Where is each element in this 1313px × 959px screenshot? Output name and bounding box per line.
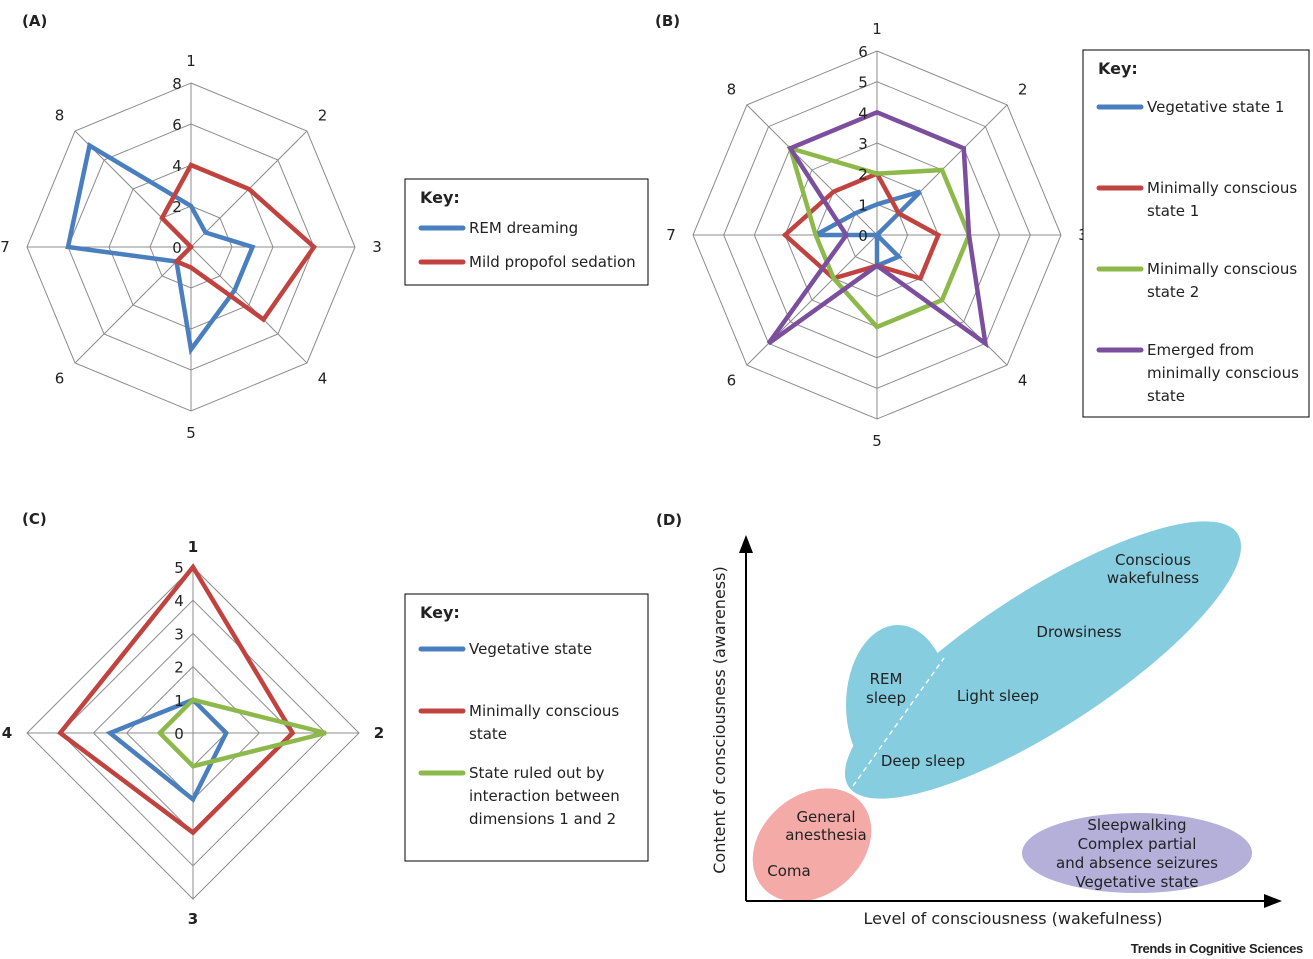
tick-label: 0 bbox=[174, 725, 184, 743]
panel-label: (C) bbox=[22, 510, 47, 528]
panel-d-label: (D) bbox=[656, 511, 682, 529]
axis-label: 3 bbox=[372, 238, 382, 256]
x-axis-arrow bbox=[1264, 894, 1282, 908]
anesthesia-label-line-1: General bbox=[796, 808, 855, 826]
series-polygon bbox=[766, 109, 989, 349]
deep-sleep-label: Deep sleep bbox=[881, 752, 965, 770]
tick-label: 0 bbox=[858, 227, 868, 245]
panel-label: (B) bbox=[655, 12, 680, 30]
series-polygon bbox=[65, 141, 256, 356]
rem-label-line-2: sleep bbox=[866, 689, 906, 707]
axis-label: 6 bbox=[55, 370, 65, 388]
axis-label: 3 bbox=[188, 910, 198, 928]
axis-label: 7 bbox=[666, 226, 676, 244]
axis-label: 5 bbox=[872, 432, 882, 450]
tick-label: 4 bbox=[172, 157, 182, 175]
axis-label: 1 bbox=[872, 20, 882, 38]
legend-box bbox=[404, 178, 649, 286]
legend-entry: Mild propofol sedation bbox=[469, 253, 636, 271]
legend-box bbox=[1082, 49, 1310, 418]
legend-entry: Vegetative state 1 bbox=[1147, 98, 1284, 116]
axis-label: 7 bbox=[0, 238, 10, 256]
legend-title: Key: bbox=[1098, 59, 1138, 78]
axis-label: 8 bbox=[55, 106, 65, 124]
anesthesia-coma-region bbox=[752, 788, 872, 902]
panel-b: (B)012345612345678Key:Vegetative state 1… bbox=[655, 12, 1310, 450]
axis-label: 4 bbox=[1018, 372, 1028, 390]
series-polygon bbox=[159, 162, 317, 323]
legend-box bbox=[404, 593, 649, 862]
series-polygon bbox=[156, 697, 327, 769]
y-axis-arrow bbox=[739, 535, 753, 553]
tick-label: 6 bbox=[172, 116, 182, 134]
series-polygon bbox=[786, 144, 972, 330]
legend-entry: Minimally conscious state 2 bbox=[1147, 260, 1297, 301]
tick-label: 1 bbox=[174, 692, 184, 710]
drowsiness-label: Drowsiness bbox=[1036, 623, 1121, 641]
legend-entry: Vegetative state bbox=[469, 640, 592, 658]
tick-label: 0 bbox=[172, 239, 182, 257]
tick-label: 8 bbox=[172, 75, 182, 93]
tick-label: 6 bbox=[858, 43, 868, 61]
axis-label: 5 bbox=[186, 424, 196, 442]
series-polygon bbox=[105, 697, 229, 803]
coma-label: Coma bbox=[767, 862, 810, 880]
axis-label: 4 bbox=[318, 370, 328, 388]
wakefulness-sleep-region bbox=[844, 521, 1242, 799]
rem-label-line-1: REM bbox=[870, 670, 903, 688]
legend-title: Key: bbox=[420, 603, 460, 622]
axis-label: 1 bbox=[188, 538, 198, 556]
disorders-label-line-2: Complex partial bbox=[1078, 835, 1197, 853]
tick-label: 4 bbox=[858, 104, 868, 122]
legend-entry: Minimally conscious state 1 bbox=[1147, 179, 1297, 220]
axis-label: 1 bbox=[186, 52, 196, 70]
tick-label: 2 bbox=[174, 659, 184, 677]
tick-label: 2 bbox=[172, 198, 182, 216]
grid-spoke bbox=[74, 246, 192, 364]
panel-d: (D) Level of consciousness (wakefulness)… bbox=[656, 511, 1282, 928]
axis-label: 2 bbox=[1018, 80, 1028, 98]
disorders-region bbox=[1022, 813, 1252, 893]
legend-entry: State ruled out by interaction between dim… bbox=[469, 764, 620, 828]
legend-entry: Minimally conscious state bbox=[469, 702, 619, 743]
tick-label: 3 bbox=[858, 135, 868, 153]
legend-title: Key: bbox=[420, 188, 460, 207]
axis-label: 4 bbox=[2, 724, 12, 742]
light-sleep-label: Light sleep bbox=[957, 687, 1039, 705]
axis-label: 2 bbox=[318, 106, 328, 124]
legend-entry: Emerged from minimally conscious state bbox=[1147, 341, 1299, 405]
disorders-label-line-4: Vegetative state bbox=[1075, 873, 1198, 891]
journal-footer: Trends in Cognitive Sciences bbox=[1131, 941, 1303, 956]
tick-label: 5 bbox=[858, 74, 868, 92]
tick-label: 5 bbox=[174, 559, 184, 577]
conscious-label-line-2: wakefulness bbox=[1107, 569, 1199, 587]
series-polygon bbox=[56, 563, 296, 836]
panel-label: (A) bbox=[22, 12, 47, 30]
conscious-label-line-1: Conscious bbox=[1115, 551, 1191, 569]
legend-entry: REM dreaming bbox=[469, 219, 578, 237]
axis-label: 2 bbox=[374, 724, 384, 742]
tick-label: 3 bbox=[174, 625, 184, 643]
anesthesia-label-line-2: anesthesia bbox=[785, 826, 867, 844]
disorders-label-line-1: Sleepwalking bbox=[1087, 816, 1186, 834]
tick-label: 4 bbox=[174, 592, 184, 610]
disorders-label-line-3: and absence seizures bbox=[1056, 854, 1218, 872]
axis-label: 8 bbox=[727, 80, 737, 98]
grid-spoke bbox=[746, 234, 878, 366]
y-axis-label: Content of consciousness (awareness) bbox=[710, 566, 729, 873]
tick-label: 2 bbox=[858, 166, 868, 184]
x-axis-label: Level of consciousness (wakefulness) bbox=[864, 909, 1163, 928]
grid-spoke bbox=[190, 246, 308, 364]
axis-label: 6 bbox=[727, 372, 737, 390]
tick-label: 1 bbox=[858, 196, 868, 214]
rem-boundary-dashed-line bbox=[852, 657, 945, 787]
